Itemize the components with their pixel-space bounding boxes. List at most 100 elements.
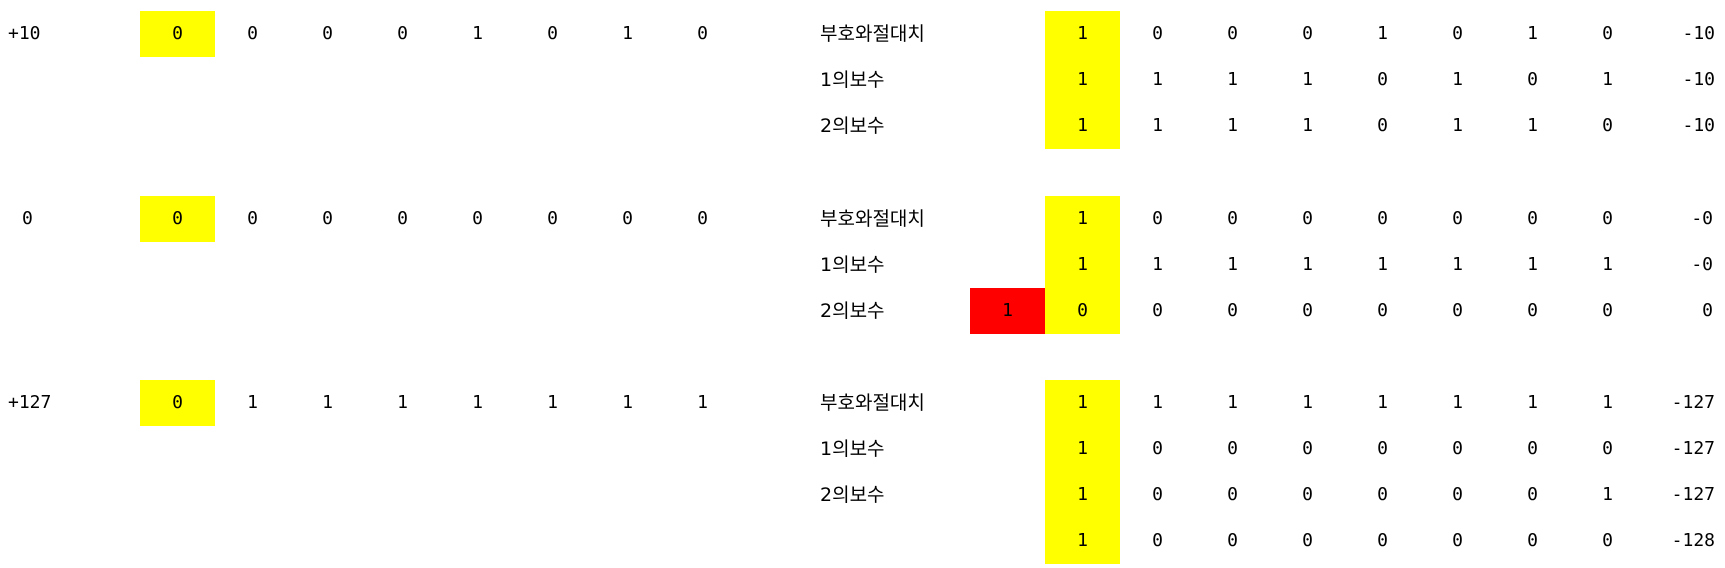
bit-cell: 1	[622, 392, 633, 413]
bit-cell: 1	[1152, 254, 1163, 275]
bit-cell: 0	[1152, 438, 1163, 459]
decimal-value: -10	[1682, 23, 1715, 44]
bit-cell: 0	[1152, 530, 1163, 551]
bit-cell: 0	[697, 208, 708, 229]
bit-cell: 1	[1227, 69, 1238, 90]
bit-cell: 0	[1527, 300, 1538, 321]
sign-bit-cell: 0	[140, 380, 215, 426]
bit-cell: 0	[1227, 530, 1238, 551]
bit-cell: 0	[1527, 208, 1538, 229]
decimal-value: -0	[1691, 254, 1713, 275]
representation-label: 부호와절대치	[820, 392, 925, 414]
bit-cell: 0	[1602, 23, 1613, 44]
decimal-value: -10	[1682, 115, 1715, 136]
bit-cell: 0	[1452, 530, 1463, 551]
bit-cell: 0	[1227, 300, 1238, 321]
bit-cell: 0	[1302, 23, 1313, 44]
sign-bit-cell: 1	[1045, 426, 1120, 472]
bit-cell: 0	[547, 208, 558, 229]
bit-cell: 0	[1602, 300, 1613, 321]
representation-label: 1의보수	[820, 438, 885, 460]
bit-cell: 0	[1152, 484, 1163, 505]
bit-cell: 1	[1452, 69, 1463, 90]
bit-cell: 0	[1527, 438, 1538, 459]
bit-cell: 0	[472, 208, 483, 229]
bit-cell: 0	[1602, 438, 1613, 459]
bit-cell: 1	[1527, 254, 1538, 275]
sign-bit-cell: 1	[1045, 57, 1120, 103]
bit-cell: 1	[1602, 254, 1613, 275]
bit-cell: 1	[1302, 115, 1313, 136]
bit-cell: 0	[1227, 438, 1238, 459]
decimal-value: -128	[1671, 530, 1715, 551]
bit-cell: 1	[697, 392, 708, 413]
bit-cell: 1	[1452, 115, 1463, 136]
sign-bit-cell: 0	[1045, 288, 1120, 334]
bit-cell: 0	[697, 23, 708, 44]
bit-cell: 1	[1302, 392, 1313, 413]
bit-cell: 0	[1452, 23, 1463, 44]
bit-cell: 0	[1377, 438, 1388, 459]
bit-cell: 0	[622, 208, 633, 229]
decimal-value: -127	[1671, 484, 1715, 505]
representation-label: 부호와절대치	[820, 208, 925, 230]
bit-cell: 1	[1152, 115, 1163, 136]
bit-cell: 1	[622, 23, 633, 44]
bit-cell: 1	[322, 392, 333, 413]
bit-cell: 1	[247, 392, 258, 413]
representation-label: 1의보수	[820, 69, 885, 91]
sign-bit-cell: 1	[1045, 472, 1120, 518]
sign-bit-cell: 1	[1045, 518, 1120, 564]
bit-cell: 1	[1602, 69, 1613, 90]
bit-cell: 0	[1302, 484, 1313, 505]
bit-cell: 0	[1377, 300, 1388, 321]
bit-cell: 0	[1452, 208, 1463, 229]
representation-label: 1의보수	[820, 254, 885, 276]
bit-cell: 0	[1227, 23, 1238, 44]
bit-cell: 0	[1302, 438, 1313, 459]
bit-cell: 1	[1527, 115, 1538, 136]
bit-cell: 1	[1152, 69, 1163, 90]
bit-cell: 0	[1452, 300, 1463, 321]
bit-cell: 1	[472, 23, 483, 44]
bit-cell: 0	[1602, 530, 1613, 551]
bit-cell: 0	[247, 208, 258, 229]
bit-cell: 1	[1527, 392, 1538, 413]
bit-cell: 1	[1152, 392, 1163, 413]
bit-cell: 1	[1452, 254, 1463, 275]
bit-cell: 0	[547, 23, 558, 44]
overflow-carry-bit: 1	[970, 288, 1045, 334]
bit-cell: 1	[1527, 23, 1538, 44]
representation-label: 부호와절대치	[820, 23, 925, 45]
sign-bit-cell: 1	[1045, 11, 1120, 57]
bit-cell: 0	[1527, 484, 1538, 505]
bit-cell: 0	[1152, 208, 1163, 229]
bit-cell: 1	[1302, 69, 1313, 90]
bit-cell: 0	[1377, 115, 1388, 136]
decimal-value: -127	[1671, 392, 1715, 413]
bit-cell: 1	[1452, 392, 1463, 413]
representation-label: 2의보수	[820, 115, 885, 137]
positive-value-label: +10	[8, 23, 41, 44]
bit-cell: 0	[1527, 69, 1538, 90]
positive-value-label: 0	[22, 208, 33, 229]
bit-cell: 0	[1377, 530, 1388, 551]
decimal-value: -0	[1691, 208, 1713, 229]
sign-bit-cell: 1	[1045, 242, 1120, 288]
sign-bit-cell: 0	[140, 196, 215, 242]
bit-cell: 1	[1377, 254, 1388, 275]
bit-cell: 1	[397, 392, 408, 413]
bit-cell: 1	[1602, 392, 1613, 413]
bit-cell: 0	[1602, 208, 1613, 229]
sign-bit-cell: 1	[1045, 196, 1120, 242]
bit-cell: 1	[1227, 392, 1238, 413]
decimal-value: 0	[1702, 300, 1713, 321]
bit-cell: 1	[1227, 254, 1238, 275]
bit-cell: 0	[1377, 484, 1388, 505]
bit-cell: 0	[1527, 530, 1538, 551]
bit-cell: 1	[1377, 23, 1388, 44]
sign-bit-cell: 1	[1045, 380, 1120, 426]
bit-cell: 1	[547, 392, 558, 413]
bit-cell: 0	[322, 208, 333, 229]
bit-cell: 0	[1452, 438, 1463, 459]
